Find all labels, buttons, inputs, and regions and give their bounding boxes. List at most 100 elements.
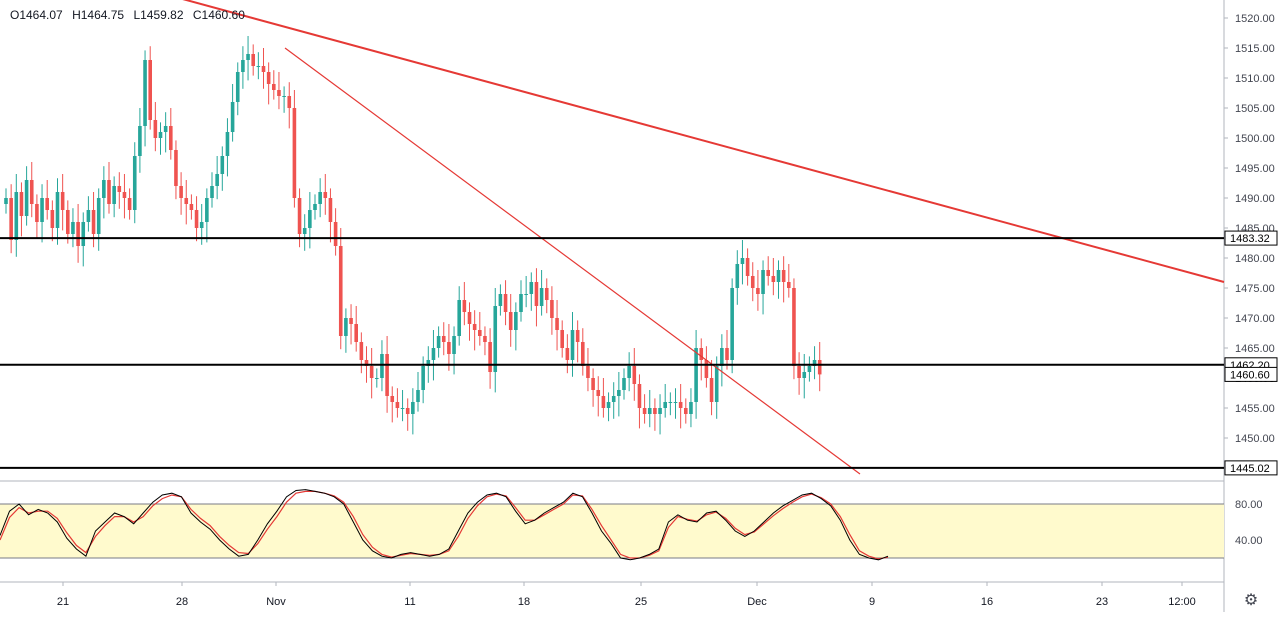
stoch-band xyxy=(0,504,1224,558)
candle-body xyxy=(730,288,734,360)
candle-body xyxy=(483,336,487,342)
candle-body xyxy=(689,402,693,414)
time-tick-label: 21 xyxy=(57,596,69,608)
candle-body xyxy=(792,288,796,366)
price-tick-label: 1480.00 xyxy=(1235,253,1275,265)
candle-body xyxy=(787,282,791,288)
candle-body xyxy=(452,336,456,354)
candle-body xyxy=(544,288,549,300)
candle-body xyxy=(76,222,80,246)
candle-body xyxy=(220,156,225,174)
time-tick-label: 16 xyxy=(981,596,993,608)
candle-body xyxy=(611,396,616,402)
candle-body xyxy=(354,324,358,342)
candle-body xyxy=(338,246,343,336)
candle-body xyxy=(586,366,590,378)
candle-body xyxy=(282,96,286,97)
candle-body xyxy=(431,348,436,360)
candle-body xyxy=(647,408,652,414)
candle-body xyxy=(642,408,647,414)
candle-body xyxy=(591,378,595,390)
candle-body xyxy=(138,126,142,156)
candle-body xyxy=(709,378,714,402)
candle-body xyxy=(102,180,106,198)
level-label-box xyxy=(1224,230,1278,246)
candle-body xyxy=(225,132,230,156)
candle-body xyxy=(462,300,467,312)
candle-body xyxy=(40,198,44,222)
ohlc-high: H1464.75 xyxy=(72,8,125,22)
time-tick-label: 28 xyxy=(176,596,188,608)
candle-body xyxy=(457,300,461,336)
candle-body xyxy=(230,102,235,132)
candle-body xyxy=(637,384,642,408)
candle-body xyxy=(756,288,760,294)
candle-body xyxy=(519,294,523,312)
candle-body xyxy=(24,180,29,216)
candle-body xyxy=(436,336,441,348)
candle-body xyxy=(318,192,322,204)
candle-body xyxy=(699,348,704,360)
candle-body xyxy=(313,204,317,210)
candle-body xyxy=(215,174,219,186)
candle-body xyxy=(14,192,19,240)
candle-body xyxy=(601,396,606,408)
candle-body xyxy=(261,66,266,72)
candle-body xyxy=(550,300,554,318)
candle-body xyxy=(684,408,688,414)
price-tick-label: 1505.00 xyxy=(1235,103,1275,115)
stoch-d-line xyxy=(0,490,889,560)
level-label-box xyxy=(1224,460,1278,476)
ohlc-readout: O1464.07 H1464.75 L1459.82 C1460.60 xyxy=(10,8,251,22)
candle-body xyxy=(395,402,400,408)
candle-body xyxy=(658,408,662,414)
candle-body xyxy=(297,198,302,234)
candle-body xyxy=(488,342,492,372)
ohlc-open: O1464.07 xyxy=(10,8,63,22)
candle-body xyxy=(380,354,384,378)
price-tick-label: 1450.00 xyxy=(1235,433,1275,445)
candle-body xyxy=(720,348,724,366)
candle-body xyxy=(241,60,245,72)
candle-body xyxy=(411,402,415,414)
candle-body xyxy=(369,366,374,378)
candle-body xyxy=(29,180,34,204)
candle-body xyxy=(400,408,405,409)
candle-body xyxy=(4,198,8,204)
last-price-label: 1460.60 xyxy=(1230,369,1270,381)
candle-body xyxy=(333,222,338,246)
candle-body xyxy=(174,150,178,186)
gear-icon[interactable]: ⚙ xyxy=(1243,592,1259,609)
candle-body xyxy=(266,72,271,84)
candle-body xyxy=(714,366,719,402)
candle-body xyxy=(277,90,281,96)
stoch-tick-label: 80.00 xyxy=(1235,499,1263,511)
candle-body xyxy=(272,84,276,90)
candle-body xyxy=(50,210,55,228)
candle-body xyxy=(375,378,379,379)
candle-body xyxy=(19,192,24,216)
candle-body xyxy=(96,198,101,234)
time-tick-label: 25 xyxy=(635,596,647,608)
candle-body xyxy=(570,330,575,360)
candle-body xyxy=(86,210,91,222)
candle-body xyxy=(678,402,683,408)
candle-body xyxy=(45,198,49,210)
price-tick-label: 1515.00 xyxy=(1235,43,1275,55)
candle-body xyxy=(441,336,446,342)
stoch-tick-label: 40.00 xyxy=(1235,535,1263,547)
candle-body xyxy=(503,294,508,312)
candle-body xyxy=(498,294,503,306)
candle-body xyxy=(189,204,194,210)
candle-body xyxy=(812,360,817,366)
time-tick-label: 23 xyxy=(1096,596,1108,608)
candle-body xyxy=(761,270,765,294)
candle-body xyxy=(514,312,518,330)
candle-body xyxy=(653,408,657,414)
candle-body xyxy=(426,360,431,366)
candle-body xyxy=(802,372,807,378)
candle-body xyxy=(127,198,132,210)
price-tick-label: 1465.00 xyxy=(1235,343,1275,355)
candle-body xyxy=(668,402,673,403)
